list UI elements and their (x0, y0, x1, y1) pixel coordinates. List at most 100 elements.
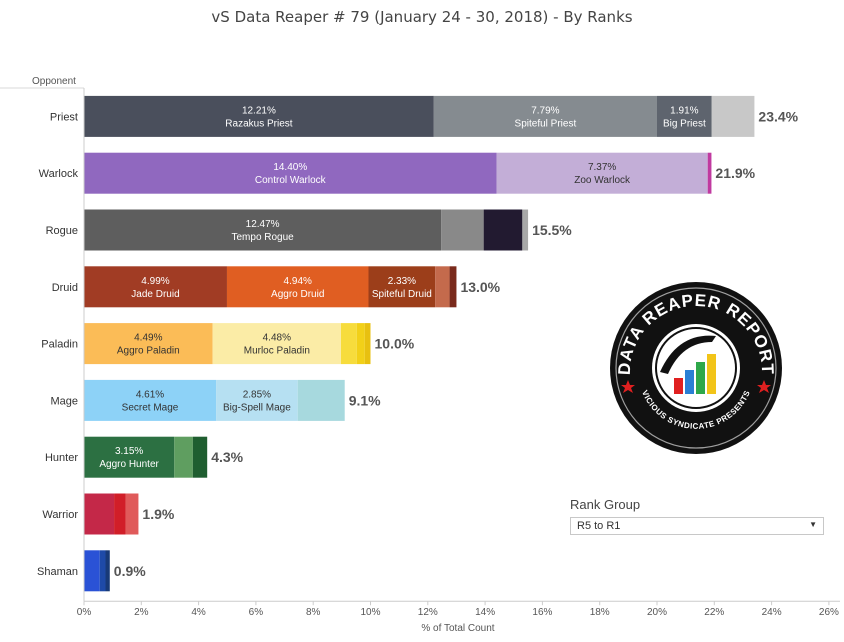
segment-archetype-label: Aggro Paladin (117, 346, 180, 357)
row-label-warlock: Warlock (39, 168, 79, 180)
segment-archetype-label: Secret Mage (122, 402, 179, 413)
bar-segment-warrior-0[interactable] (84, 493, 115, 535)
logo-star-left (621, 380, 635, 393)
row-total-label-hunter: 4.3% (211, 449, 243, 465)
bar-segment-rogue-0[interactable] (84, 209, 442, 251)
bar-segment-warrior-1[interactable] (114, 493, 126, 535)
segment-value-label: 2.33% (388, 276, 416, 287)
segment-value-label: 7.79% (531, 105, 559, 116)
bar-segment-druid-4[interactable] (449, 266, 457, 308)
bar-segment-paladin-0[interactable] (84, 323, 213, 365)
segment-archetype-label: Murloc Paladin (244, 346, 310, 357)
segment-archetype-label: Control Warlock (255, 175, 327, 186)
x-tick-label: 6% (249, 607, 264, 618)
segment-archetype-label: Tempo Rogue (231, 232, 294, 243)
row-label-paladin: Paladin (41, 339, 78, 351)
x-tick-label: 26% (819, 607, 839, 618)
row-total-label-mage: 9.1% (349, 392, 381, 408)
row-label-priest: Priest (50, 111, 78, 123)
row-label-hunter: Hunter (45, 452, 78, 464)
bar-segment-druid-2[interactable] (368, 266, 436, 308)
x-tick-label: 18% (590, 607, 610, 618)
x-axis-title: % of Total Count (421, 623, 494, 634)
segment-archetype-label: Big Priest (663, 118, 706, 129)
bar-segment-druid-3[interactable] (435, 266, 450, 308)
bar-segment-paladin-4[interactable] (364, 323, 371, 365)
row-header-opponent: Opponent (32, 76, 76, 87)
row-label-shaman: Shaman (37, 566, 78, 578)
bar-segment-priest-3[interactable] (711, 95, 755, 137)
row-label-rogue: Rogue (46, 225, 78, 237)
row-label-warrior: Warrior (42, 509, 78, 521)
bar-segment-hunter-1[interactable] (174, 436, 193, 478)
bar-segment-priest-2[interactable] (657, 95, 712, 137)
bar-segment-hunter-0[interactable] (84, 436, 175, 478)
bar-segment-shaman-1[interactable] (99, 550, 106, 592)
x-tick-label: 14% (475, 607, 495, 618)
x-tick-label: 4% (191, 607, 206, 618)
bar-segment-mage-1[interactable] (216, 379, 298, 421)
segment-archetype-label: Spiteful Druid (372, 289, 432, 300)
segment-value-label: 12.47% (246, 219, 280, 230)
bar-segment-warlock-1[interactable] (496, 152, 708, 194)
x-tick-label: 24% (762, 607, 782, 618)
rank-group-dropdown[interactable]: R5 to R1 ▼ (570, 517, 824, 535)
bar-segment-paladin-2[interactable] (340, 323, 357, 365)
logo-chart-icon (660, 335, 716, 394)
bar-segment-paladin-3[interactable] (356, 323, 365, 365)
segment-value-label: 7.37% (588, 162, 616, 173)
bar-segment-warlock-2[interactable] (707, 152, 712, 194)
segment-archetype-label: Razakus Priest (225, 118, 292, 129)
row-total-label-druid: 13.0% (460, 279, 500, 295)
x-tick-label: 8% (306, 607, 321, 618)
bar-segment-mage-2[interactable] (297, 379, 345, 421)
rank-group-selected: R5 to R1 (577, 520, 621, 532)
x-tick-label: 20% (647, 607, 667, 618)
bar-segment-hunter-2[interactable] (192, 436, 208, 478)
segment-value-label: 4.48% (263, 333, 291, 344)
segment-value-label: 2.85% (243, 389, 271, 400)
chart-title: vS Data Reaper # 79 (January 24 - 30, 20… (211, 8, 633, 26)
row-total-label-priest: 23.4% (758, 108, 798, 124)
chevron-down-icon[interactable]: ▼ (809, 520, 817, 529)
segment-value-label: 4.49% (134, 333, 162, 344)
x-tick-label: 2% (134, 607, 149, 618)
segment-archetype-label: Aggro Hunter (99, 459, 159, 470)
bar-segment-druid-0[interactable] (84, 266, 227, 308)
x-tick-label: 16% (532, 607, 552, 618)
bar-segment-paladin-1[interactable] (212, 323, 341, 365)
row-label-druid: Druid (52, 282, 78, 294)
row-total-label-paladin: 10.0% (375, 336, 415, 352)
segment-archetype-label: Jade Druid (131, 289, 179, 300)
segment-value-label: 1.91% (670, 105, 698, 116)
bar-segment-rogue-1[interactable] (441, 209, 484, 251)
bar-segment-priest-0[interactable] (84, 95, 434, 137)
bar-segment-mage-0[interactable] (84, 379, 217, 421)
segment-archetype-label: Zoo Warlock (574, 175, 631, 186)
logo-star-right (757, 380, 771, 393)
segment-value-label: 4.99% (141, 276, 169, 287)
segment-archetype-label: Aggro Druid (271, 289, 324, 300)
x-tick-label: 10% (360, 607, 380, 618)
row-total-label-warrior: 1.9% (142, 506, 174, 522)
bar-segment-druid-1[interactable] (226, 266, 369, 308)
segment-archetype-label: Big-Spell Mage (223, 402, 291, 413)
row-label-mage: Mage (50, 395, 78, 407)
bar-segment-shaman-2[interactable] (105, 550, 110, 592)
segment-value-label: 4.61% (136, 389, 164, 400)
x-tick-label: 12% (418, 607, 438, 618)
row-total-label-shaman: 0.9% (114, 563, 146, 579)
segment-value-label: 4.94% (284, 276, 312, 287)
x-tick-label: 22% (704, 607, 724, 618)
bar-segment-priest-1[interactable] (433, 95, 657, 137)
bar-segment-warrior-2[interactable] (125, 493, 139, 535)
bar-segment-warlock-0[interactable] (84, 152, 497, 194)
row-total-label-warlock: 21.9% (715, 165, 755, 181)
bars-layer: Priest 12.21% Razakus Priest 7.79% Spiteful … (37, 95, 799, 592)
bar-segment-rogue-2[interactable] (483, 209, 523, 251)
bar-segment-shaman-0[interactable] (84, 550, 100, 592)
bar-segment-rogue-3[interactable] (522, 209, 529, 251)
row-total-label-rogue: 15.5% (532, 222, 572, 238)
x-axis: 0% 2% 4% 6% 8% 10% 12% 14% 16% 18% 20% 22% 24% 26% (77, 88, 840, 618)
